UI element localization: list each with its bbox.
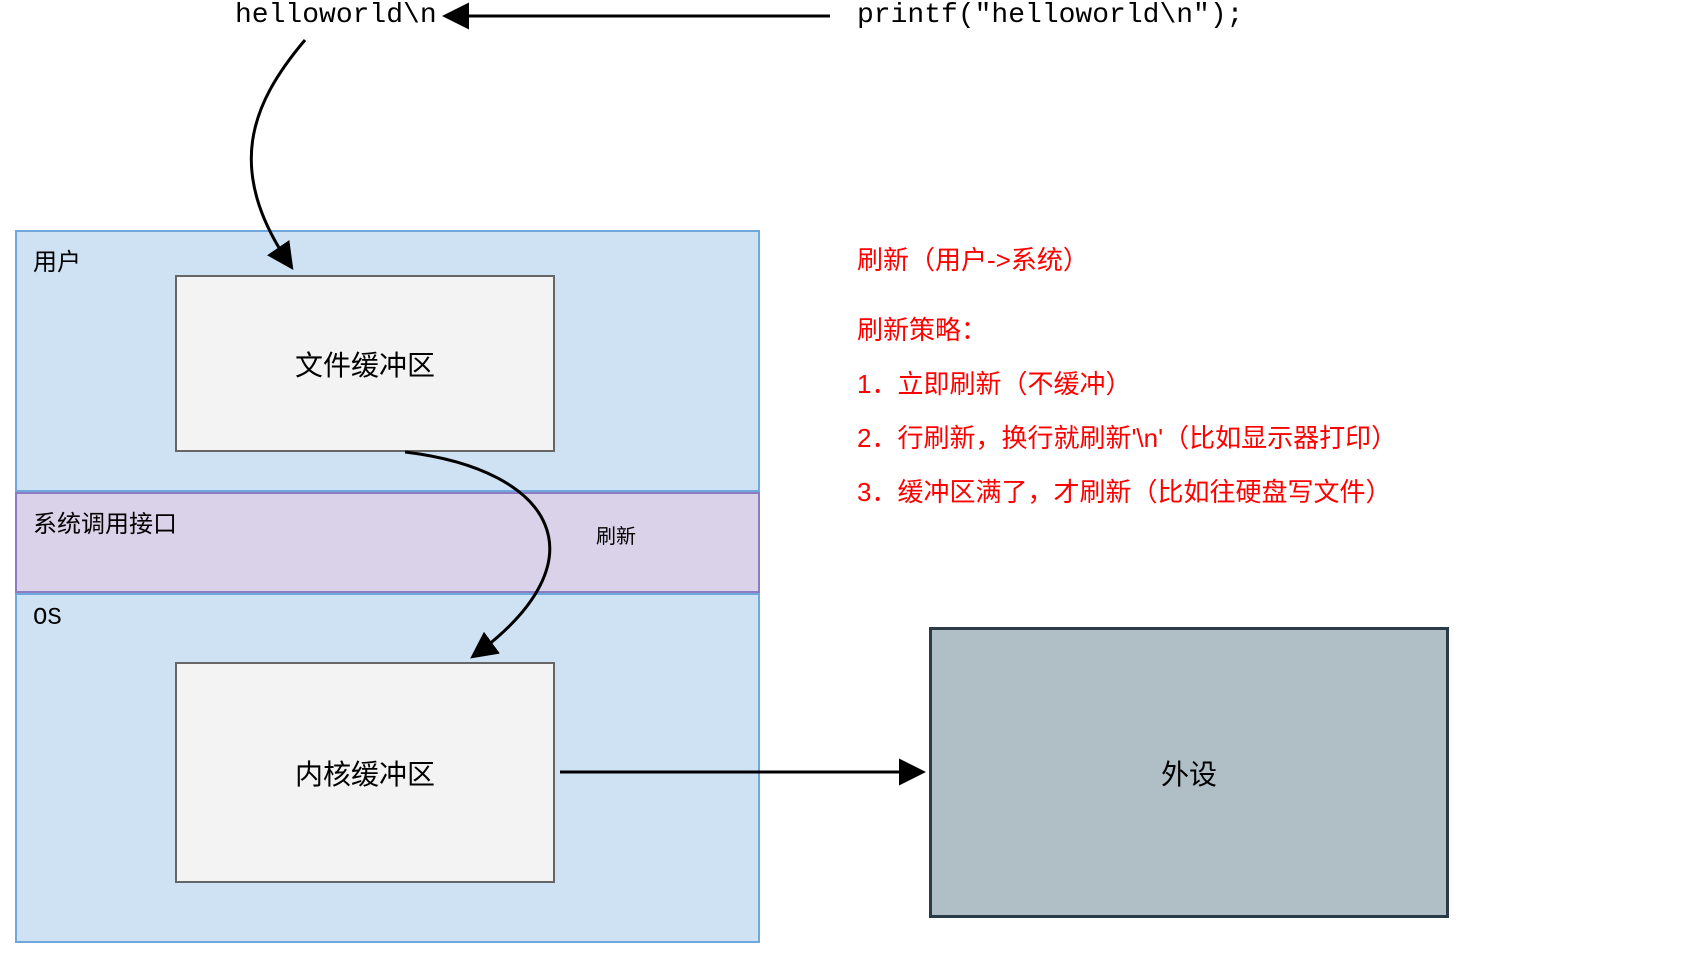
container-user-label: 用户	[33, 242, 81, 277]
container-syscall-label: 系统调用接口	[33, 504, 177, 539]
text-helloworld: helloworld\n	[235, 0, 437, 31]
node-kernel-buffer-label: 内核缓冲区	[295, 753, 435, 793]
node-device-label: 外设	[1161, 753, 1217, 793]
notes-line-3: 2．行刷新，换行就刷新'\n'（比如显示器打印）	[857, 418, 1397, 455]
text-printf: printf("helloworld\n");	[857, 0, 1243, 31]
notes-line-0: 刷新（用户->系统）	[857, 240, 1089, 277]
notes-line-4: 3．缓冲区满了，才刷新（比如往硬盘写文件）	[857, 472, 1391, 509]
notes-line-1: 刷新策略：	[857, 310, 987, 347]
node-file-buffer: 文件缓冲区	[175, 275, 555, 452]
node-file-buffer-label: 文件缓冲区	[295, 344, 435, 384]
node-device: 外设	[929, 627, 1449, 918]
container-os-label: OS	[33, 605, 62, 632]
notes-line-2: 1．立即刷新（不缓冲）	[857, 364, 1131, 401]
edge-label-refresh: 刷新	[596, 520, 636, 549]
container-syscall: 系统调用接口	[15, 492, 760, 593]
node-kernel-buffer: 内核缓冲区	[175, 662, 555, 883]
